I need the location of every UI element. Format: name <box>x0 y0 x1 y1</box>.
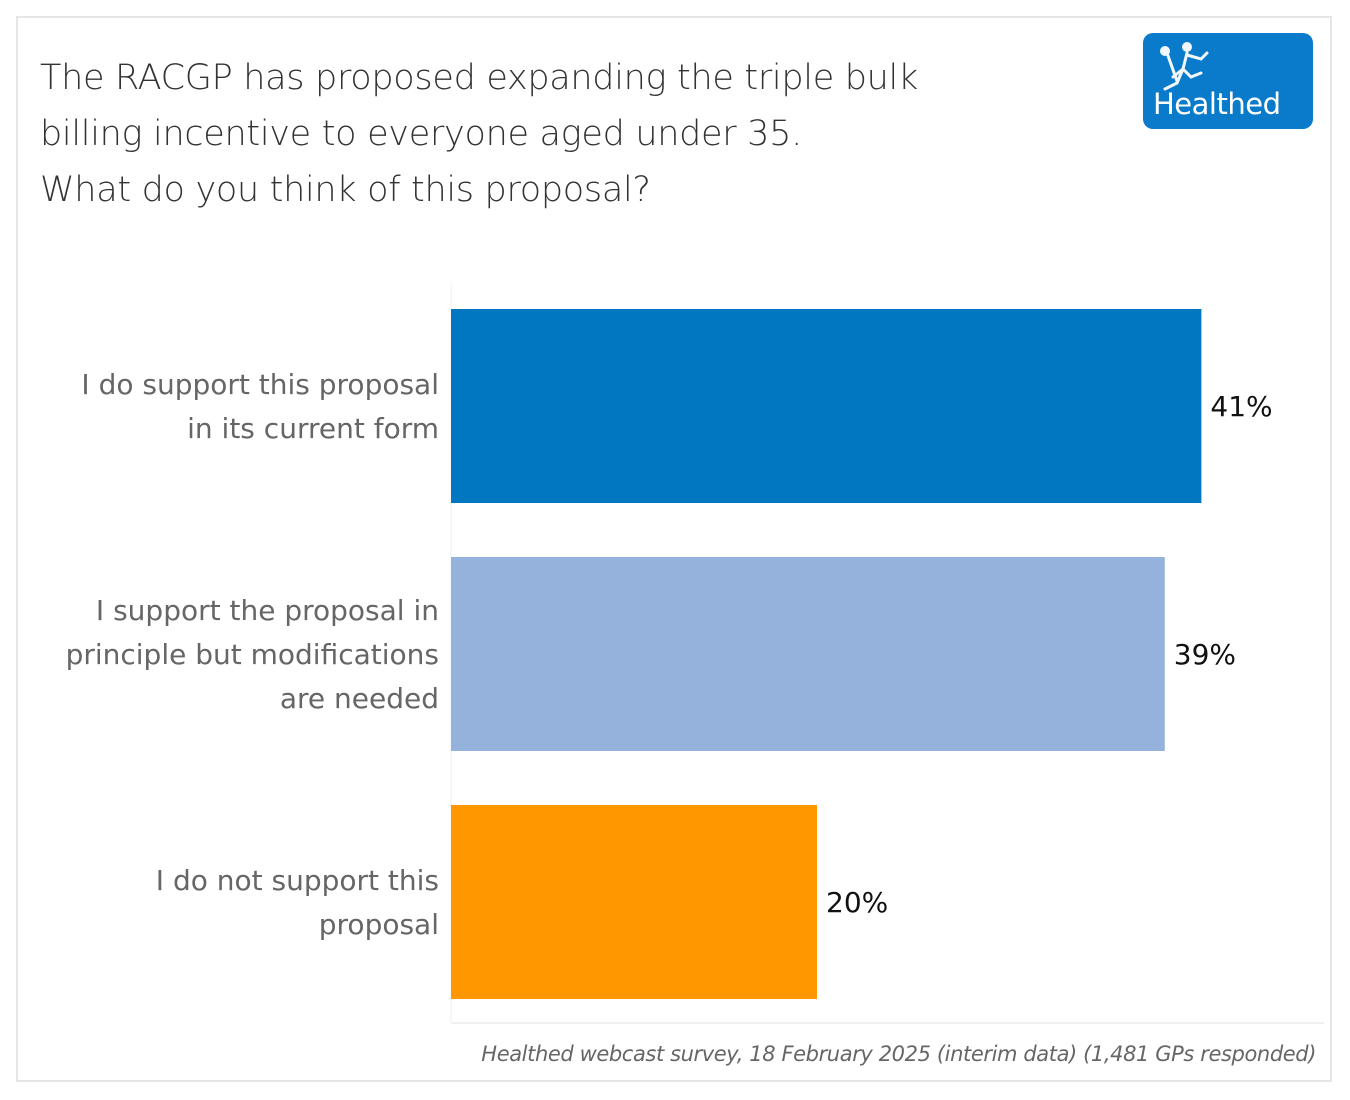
category-label-line: are needed <box>280 682 439 715</box>
bar-2 <box>451 557 1165 751</box>
chart-title: The RACGP has proposed expanding the tri… <box>40 50 1040 218</box>
category-label-line: proposal <box>319 908 439 941</box>
category-label-line: in its current form <box>187 412 439 445</box>
source-note: Healthed webcast survey, 18 February 202… <box>481 1042 1316 1066</box>
value-label-3: 20% <box>826 886 888 919</box>
category-label-1: I do support this proposal in its current… <box>81 368 439 445</box>
value-label-2: 39% <box>1174 638 1236 671</box>
bar-1 <box>451 309 1202 503</box>
title-line-1: The RACGP has proposed expanding the tri… <box>40 58 918 98</box>
category-label-line: principle but modifications <box>66 638 439 671</box>
bar-3 <box>451 805 818 999</box>
value-label-1: 41% <box>1210 390 1272 423</box>
title-line-3: What do you think of this proposal? <box>40 170 651 210</box>
title-line-2: billing incentive to everyone aged under… <box>40 114 802 154</box>
running-figure-icon <box>1160 42 1209 91</box>
category-label-line: I support the proposal in <box>96 594 439 627</box>
category-label-3: I do not support this proposal <box>156 864 439 941</box>
category-label-2: I support the proposal in principle but m… <box>66 594 439 715</box>
healthed-logo: Healthed <box>1143 33 1313 129</box>
category-label-line: I do support this proposal <box>81 368 439 401</box>
category-label-line: I do not support this <box>156 864 439 897</box>
logo-text: Healthed <box>1153 87 1281 121</box>
